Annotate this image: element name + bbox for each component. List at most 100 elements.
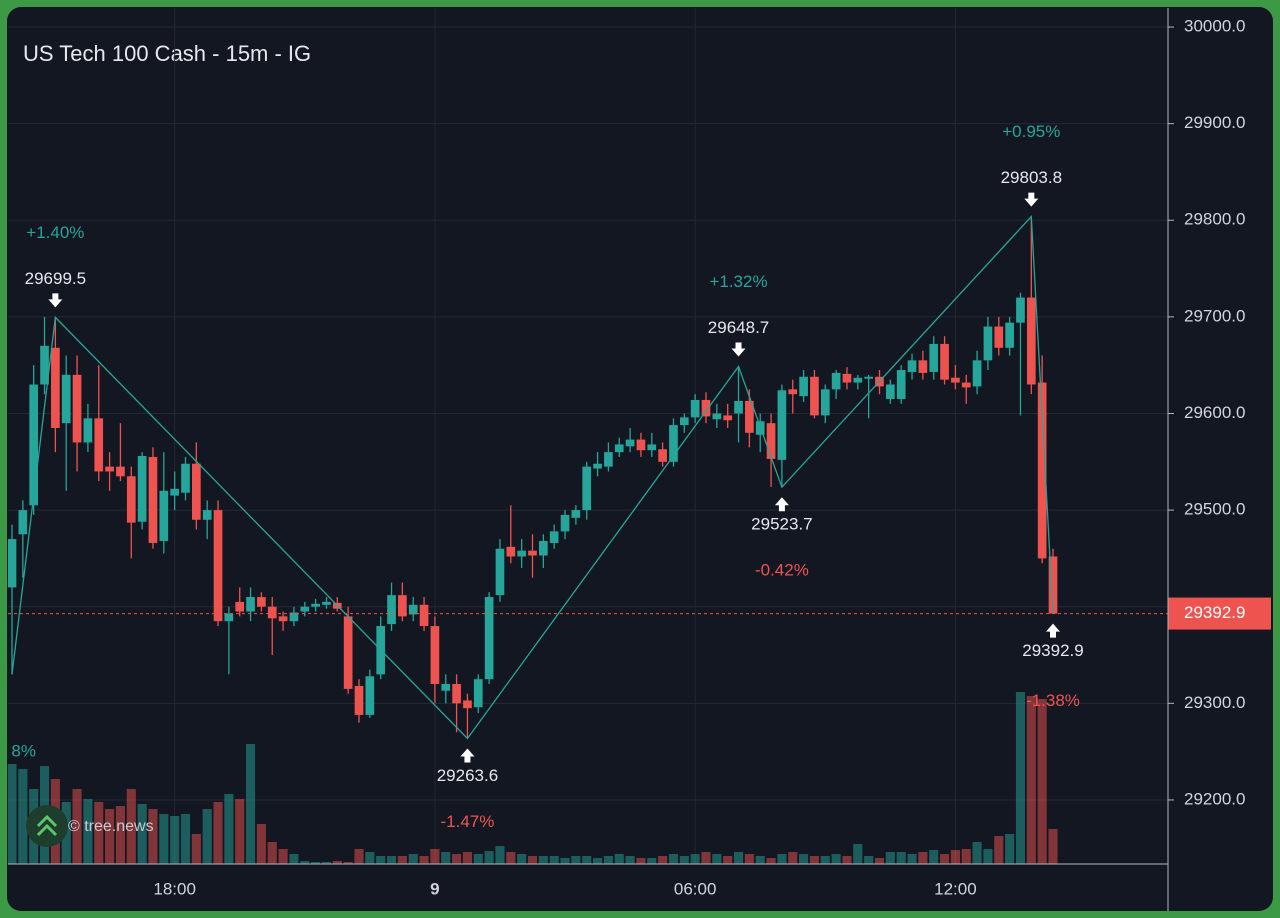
candle-body (712, 413, 722, 420)
candle-body (8, 539, 17, 588)
candle-body (560, 514, 570, 532)
candle-body (202, 510, 212, 520)
candle-body (983, 326, 993, 361)
volume-bar (452, 854, 462, 864)
volume-bar (820, 856, 830, 864)
candle-body (181, 463, 190, 493)
y-tick-label: 29900.0 (1184, 113, 1245, 132)
volume-bar (1005, 834, 1015, 864)
volume-bar (332, 861, 342, 864)
candle-body (257, 597, 266, 607)
pivot-value: 29263.6 (437, 766, 498, 785)
candle-body (473, 679, 483, 708)
candle-body (658, 449, 667, 462)
pivot-arrow (774, 497, 789, 512)
candle-body (539, 541, 548, 556)
chart-background (7, 7, 1273, 911)
candle-body (799, 376, 808, 397)
candle-body (820, 389, 830, 416)
volume-bar (929, 850, 939, 864)
x-tick-label: 9 (430, 879, 439, 898)
pivot-change: +0.95% (1002, 122, 1060, 141)
y-tick-label: 30000.0 (1184, 17, 1245, 36)
volume-bar (170, 816, 180, 864)
candle-body (929, 343, 939, 372)
pivot-arrow (48, 293, 63, 308)
volume-bar (994, 836, 1004, 864)
candle-body (1048, 556, 1058, 614)
volume-bar (180, 814, 191, 864)
chart-title: US Tech 100 Cash - 15m - IG (23, 41, 311, 66)
volume-bar (397, 856, 407, 864)
volume-bar (441, 852, 451, 864)
candle-body (810, 376, 819, 416)
candle-body (907, 360, 917, 372)
candle-body (766, 423, 776, 459)
volume-bar (571, 856, 581, 864)
candle-body (842, 373, 852, 383)
volume-bar (202, 809, 212, 864)
volume-bar (1026, 696, 1036, 864)
volume-bar (647, 858, 657, 864)
candle-body (116, 466, 125, 477)
y-tick-label: 29800.0 (1184, 210, 1245, 229)
volume-bar (419, 856, 429, 864)
volume-bar (712, 854, 722, 864)
volume-bar (1015, 692, 1026, 864)
volume-bar (278, 849, 288, 864)
candle-body (94, 418, 104, 472)
candle-body (972, 360, 982, 387)
candle-body (289, 612, 299, 622)
pivot-change: +1.32% (709, 272, 767, 291)
candle-body (647, 444, 657, 451)
candle-body (246, 597, 255, 612)
volume-bar (560, 858, 570, 864)
volume-bar (690, 854, 700, 864)
candle-body (788, 389, 798, 395)
last-price-label: 29392.9 (1184, 603, 1245, 622)
candle-body (278, 616, 288, 622)
candle-body (61, 374, 71, 424)
y-tick-label: 29500.0 (1184, 500, 1245, 519)
pivot-value: 29648.7 (708, 318, 769, 337)
volume-bar (213, 802, 223, 864)
volume-bar (853, 844, 863, 864)
volume-bar (321, 862, 332, 864)
volume-bar (18, 769, 28, 864)
volume-bar (94, 802, 104, 864)
volume-bar (224, 794, 234, 864)
volume-bar (83, 799, 93, 864)
candle-body (1037, 382, 1047, 559)
candle-body (224, 613, 234, 622)
volume-bar (115, 806, 125, 864)
pivot-value: 29392.9 (1022, 641, 1083, 660)
volume-bar (137, 804, 147, 864)
volume-bar (918, 852, 928, 864)
candle-body (484, 597, 494, 680)
pivot-arrow (460, 748, 475, 763)
candle-body (398, 595, 407, 617)
volume-bar (1037, 699, 1047, 864)
volume-bar (484, 851, 494, 864)
candle-body (864, 376, 873, 379)
volume-bar (430, 849, 440, 864)
candle-body (582, 466, 592, 511)
candle-body (593, 463, 602, 469)
candle-body (614, 444, 624, 453)
candle-body (105, 466, 114, 472)
volume-bar (744, 854, 754, 864)
volume-bar (538, 856, 548, 864)
last-price-tag (1168, 597, 1271, 630)
candle-body (831, 372, 841, 390)
x-tick-label: 06:00 (674, 879, 717, 898)
candle-body (918, 360, 928, 373)
candle-body (734, 400, 743, 414)
candle-body (636, 439, 646, 451)
volume-bar (408, 854, 418, 864)
volume-bar (354, 849, 364, 864)
volume-bar (506, 852, 516, 864)
volume-bar (961, 849, 971, 864)
candle-body (29, 384, 39, 506)
volume-bar (636, 858, 646, 864)
volume-bar (462, 852, 472, 864)
